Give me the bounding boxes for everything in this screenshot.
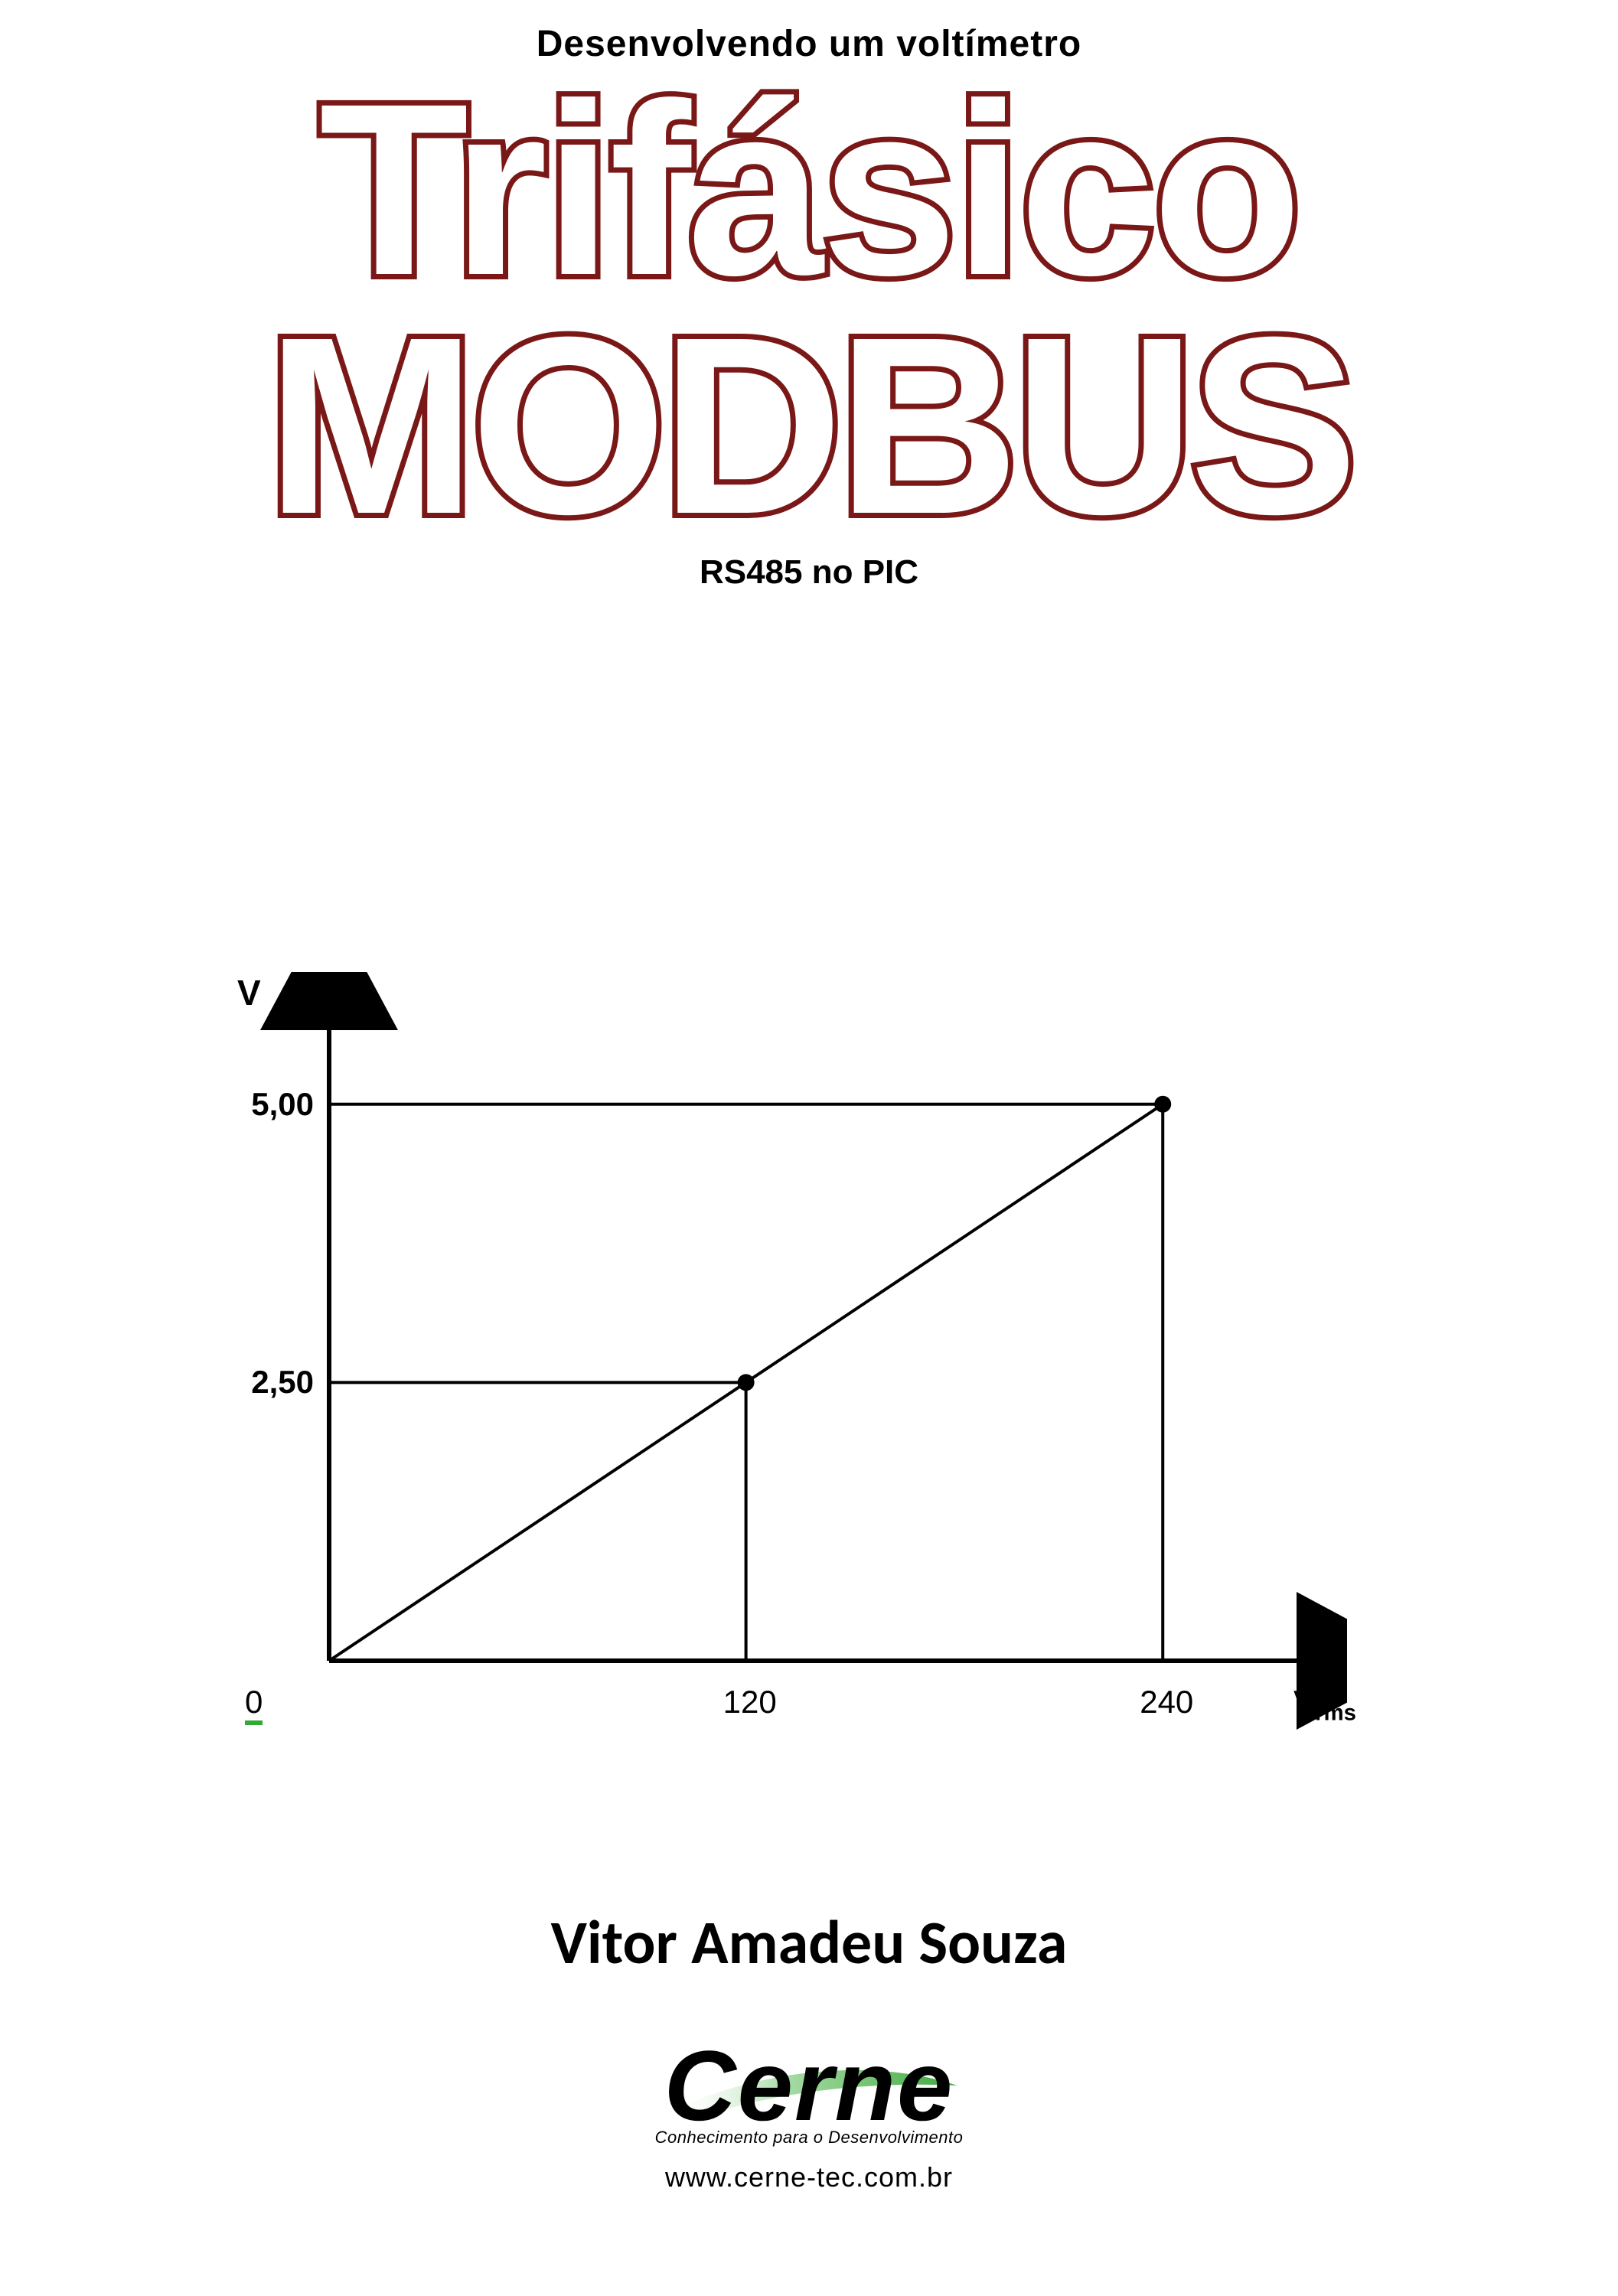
y-tick-label: 5,00 (222, 1086, 314, 1123)
x-tick-label: 240 (1140, 1684, 1193, 1720)
title-block: Desenvolvendo um voltímetro Trifásico MO… (0, 0, 1618, 592)
title-word-modbus: MODBUS (0, 305, 1618, 546)
title-word-trifasico: Trifásico (0, 73, 1618, 305)
sub-title: RS485 no PIC (0, 553, 1618, 592)
x-tick-label: 120 (723, 1684, 777, 1720)
book-cover: Desenvolvendo um voltímetro Trifásico MO… (0, 0, 1618, 2296)
y-tick-label: 2,50 (222, 1364, 314, 1401)
y-axis-label: V (237, 972, 261, 1013)
x-tick-label-origin: 0 (245, 1684, 263, 1725)
logo-url: www.cerne-tec.com.br (655, 2161, 964, 2193)
author-name: Vitor Amadeu Souza (0, 1906, 1618, 1980)
x-axis-label: Vrms (1293, 1684, 1356, 1726)
logo-inner: Cerne Conhecimento para o Desenvolviment… (655, 2036, 964, 2193)
logo-brand-text: Cerne (655, 2036, 964, 2135)
voltage-chart: V 2,50 5,00 0 120 240 Vrms (199, 972, 1347, 1776)
chart-svg (199, 972, 1347, 1776)
publisher-logo: Cerne Conhecimento para o Desenvolviment… (0, 2036, 1618, 2193)
